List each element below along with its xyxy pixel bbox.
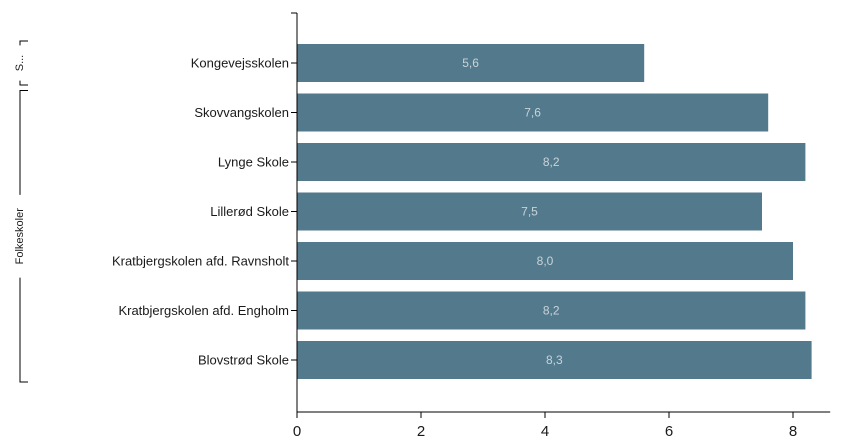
category-label-0: Kongevejsskolen [191, 56, 289, 71]
group-bracket-lower-0 [19, 80, 28, 86]
group-bracket-lower-1 [19, 277, 28, 383]
bar-6 [297, 341, 812, 379]
bar-2 [297, 143, 806, 181]
group-bracket-upper-1 [19, 90, 28, 195]
bar-1 [297, 93, 769, 132]
category-axis: Kongevejsskolen Skovvangskolen Lynge Skole… [112, 12, 298, 412]
group-label-1: Folkeskoler [14, 208, 26, 265]
group-bracket-0: S... [14, 40, 28, 86]
category-label-2: Lynge Skole [218, 155, 289, 170]
value-label-1: 7,6 [524, 106, 541, 120]
category-label-6: Blovstrød Skole [198, 353, 289, 368]
bar-0 [297, 44, 645, 82]
group-brackets: S... Folkeskoler [14, 40, 28, 383]
value-tick-label-4: 8 [789, 423, 797, 440]
bar-5 [297, 291, 806, 330]
value-tick-label-2: 4 [541, 423, 549, 440]
value-label-0: 5,6 [462, 56, 479, 70]
value-label-5: 8,2 [543, 304, 560, 318]
category-label-4: Kratbjergskolen afd. Ravnsholt [112, 254, 289, 269]
value-tick-label-1: 2 [417, 423, 425, 440]
category-label-1: Skovvangskolen [194, 105, 289, 120]
group-bracket-1: Folkeskoler [14, 90, 28, 383]
value-label-4: 8,0 [537, 254, 554, 268]
bar-3 [297, 192, 762, 231]
bar-4 [297, 242, 793, 280]
bars-layer [297, 44, 812, 379]
category-label-5: Kratbjergskolen afd. Engholm [118, 303, 289, 318]
value-tick-label-0: 0 [293, 423, 301, 440]
value-axis: 0 2 4 6 8 [293, 411, 831, 440]
group-label-0: S... [14, 55, 26, 72]
value-tick-label-3: 6 [665, 423, 673, 440]
value-label-6: 8,3 [546, 353, 563, 367]
value-labels-layer: 5,6 7,6 8,2 7,5 8,0 8,2 8,3 [462, 56, 563, 367]
value-label-2: 8,2 [543, 155, 560, 169]
category-label-3: Lillerød Skole [210, 204, 289, 219]
value-label-3: 7,5 [521, 205, 538, 219]
group-bracket-upper-0 [19, 40, 28, 46]
